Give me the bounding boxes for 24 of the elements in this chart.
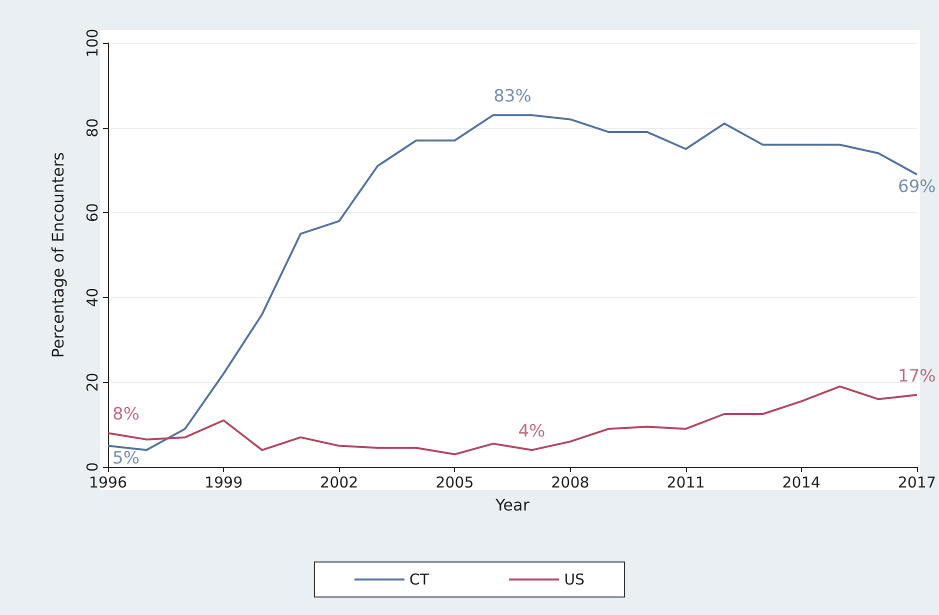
legend-label: CT xyxy=(409,570,430,588)
annotation: 4% xyxy=(518,422,546,442)
y-tick-label: 0 xyxy=(84,462,102,472)
x-tick-label: 2002 xyxy=(320,474,358,492)
annotation: 8% xyxy=(112,404,140,425)
x-tick-label: 2017 xyxy=(898,474,936,492)
x-tick-label: 2014 xyxy=(782,474,820,492)
annotation: 69% xyxy=(898,176,936,197)
annotation: 17% xyxy=(898,366,936,386)
y-tick-label: 100 xyxy=(84,28,102,58)
x-axis-title: Year xyxy=(494,496,530,514)
y-tick-label: 60 xyxy=(84,203,102,222)
y-axis-title: Percentage of Encounters xyxy=(48,152,68,358)
x-tick-label: 2005 xyxy=(436,474,474,492)
x-tick-label: 2011 xyxy=(666,474,705,492)
x-tick-label: 1996 xyxy=(88,474,128,492)
y-tick-label: 40 xyxy=(84,288,102,307)
x-tick-label: 1999 xyxy=(204,474,243,492)
y-tick-label: 80 xyxy=(84,118,102,138)
x-tick-label: 2008 xyxy=(551,474,590,492)
annotation: 83% xyxy=(494,86,532,107)
annotation: 5% xyxy=(112,448,140,468)
y-tick-label: 20 xyxy=(84,372,102,392)
legend-label: US xyxy=(564,570,585,588)
